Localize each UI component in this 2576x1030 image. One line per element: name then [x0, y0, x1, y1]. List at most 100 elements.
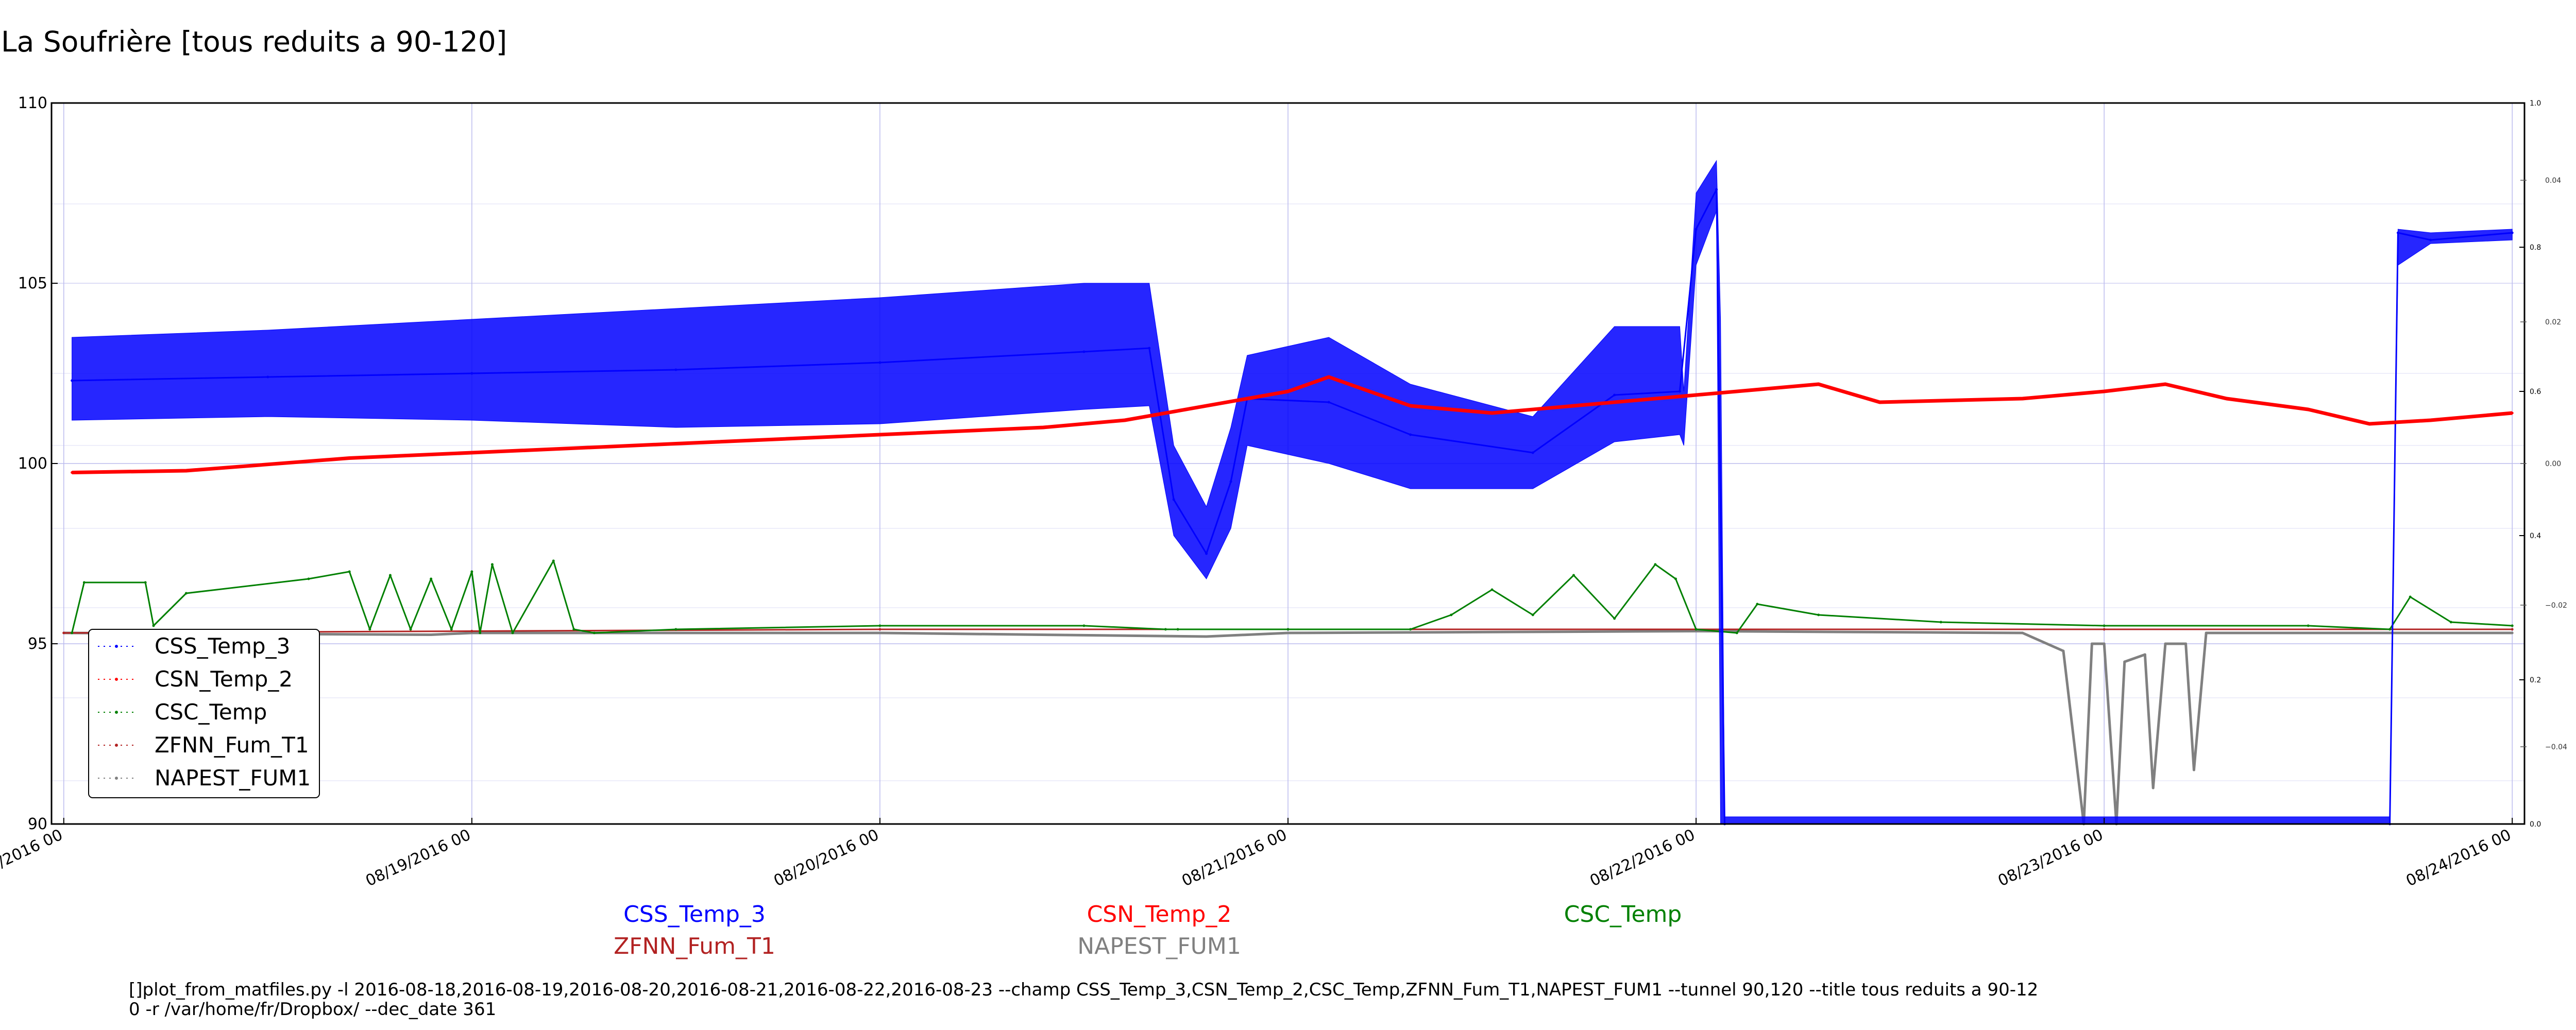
series-csn-temp-2 — [71, 375, 2514, 474]
data-point — [1148, 347, 1151, 350]
data-point — [2429, 238, 2432, 242]
right-tick-label: 1.0 — [2530, 99, 2541, 108]
data-point — [1817, 383, 1820, 386]
data-point — [184, 592, 188, 595]
data-point — [1694, 628, 1698, 631]
data-point — [2368, 422, 2371, 425]
right-axis: 0.0 0.2 0.4 0.6 0.8 1.0 −0.04 −0.02 0.00 0.02 0.04 — [2519, 99, 2567, 829]
data-point — [2103, 390, 2106, 393]
data-point — [2307, 624, 2310, 627]
legend-marker-dot — [115, 645, 118, 648]
data-point — [1572, 574, 1575, 577]
series-napest-fum1 — [62, 630, 2514, 826]
right-tick-label: 0.0 — [2530, 820, 2541, 829]
y-axis: 90 95 100 105 110 — [18, 94, 58, 833]
data-point — [1613, 393, 1616, 397]
data-point — [388, 574, 392, 577]
data-point — [552, 559, 555, 562]
data-point — [1409, 628, 1412, 631]
legend-box — [88, 629, 320, 798]
series-name-csn-temp-2: CSN_Temp_2 — [1087, 901, 1232, 928]
data-point — [1164, 628, 1167, 631]
y-tick-label: 110 — [18, 94, 47, 112]
data-point — [2164, 383, 2167, 386]
legend-marker-dot — [115, 744, 118, 747]
data-point — [1409, 433, 1412, 436]
data-point — [1817, 613, 1820, 616]
data-point — [2184, 642, 2188, 645]
data-point — [592, 631, 596, 634]
legend-item-zfnn-fum-t1: ZFNN_Fum_T1 — [98, 732, 309, 758]
command-line-1: []plot_from_matfiles.py -l 2016-08-18,20… — [129, 980, 2038, 1000]
legend-marker-dot — [115, 777, 118, 780]
data-point — [878, 624, 882, 627]
data-point — [1082, 350, 1086, 353]
data-point — [470, 630, 473, 632]
data-point — [1939, 621, 1942, 624]
data-point — [479, 631, 482, 634]
data-point — [1450, 613, 1453, 616]
data-point — [470, 372, 473, 375]
data-point — [2396, 231, 2399, 234]
legend-item-csc-temp: CSC_Temp — [98, 699, 267, 725]
series-line — [63, 630, 2513, 826]
data-point — [2123, 660, 2126, 663]
data-point — [1654, 563, 1657, 566]
data-point — [2021, 631, 2024, 634]
legend-label: CSS_Temp_3 — [155, 633, 290, 659]
data-point — [2511, 631, 2514, 634]
y-tick-label: 90 — [28, 815, 47, 833]
data-point — [2021, 397, 2024, 400]
command-line-2: 0 -r /var/home/fr/Dropbox/ --dec_date 36… — [129, 999, 496, 1020]
data-point — [152, 624, 155, 627]
data-point — [62, 631, 65, 634]
data-point — [2449, 621, 2452, 624]
legend-marker-dot — [115, 678, 118, 681]
data-point — [1409, 404, 1412, 407]
data-point — [2388, 628, 2392, 631]
y-tick-label: 105 — [18, 274, 47, 293]
x-tick-label: 08/19/2016 00 — [363, 826, 473, 890]
series-css-temp-3 — [71, 160, 2514, 826]
data-point — [1531, 613, 1534, 616]
data-point — [266, 375, 269, 379]
data-point — [1205, 635, 1208, 638]
data-point — [82, 581, 86, 584]
data-point — [1694, 630, 1698, 632]
legend-label: NAPEST_FUM1 — [155, 765, 311, 791]
legend-item-napest-fum1: NAPEST_FUM1 — [98, 765, 311, 791]
data-point — [2103, 642, 2106, 645]
legend-item-css-temp-3: CSS_Temp_3 — [98, 633, 290, 659]
inner-right-tick-label: −0.02 — [2545, 602, 2567, 610]
series-layer — [62, 160, 2514, 826]
data-point — [878, 433, 882, 436]
data-point — [2205, 631, 2208, 634]
inner-right-tick-label: −0.04 — [2545, 743, 2567, 751]
data-point — [348, 570, 351, 573]
data-point — [1735, 631, 1738, 634]
series-line — [71, 560, 2513, 634]
data-point — [878, 361, 882, 364]
data-point — [368, 628, 371, 631]
legend-item-csn-temp-2: CSN_Temp_2 — [98, 666, 293, 692]
data-point — [674, 368, 677, 371]
y-tick-label: 95 — [28, 635, 47, 653]
series-name-zfnn-fum-t1: ZFNN_Fum_T1 — [614, 933, 775, 959]
data-point — [1674, 577, 1677, 580]
data-point — [470, 631, 473, 634]
legend-label: CSN_Temp_2 — [155, 666, 293, 692]
data-point — [1042, 426, 1045, 429]
data-point — [2143, 653, 2146, 656]
data-point — [2090, 642, 2093, 645]
data-point — [1878, 401, 1882, 404]
series-csc-temp — [71, 559, 2514, 634]
inner-right-tick-label: 0.00 — [2545, 460, 2561, 468]
data-point — [1715, 188, 1718, 191]
data-point — [1286, 628, 1290, 631]
x-tick-label: 08/18/2016 00 — [0, 826, 65, 890]
data-point — [878, 631, 882, 634]
data-point — [1176, 628, 1179, 631]
data-point — [470, 451, 473, 454]
data-point — [2103, 628, 2106, 631]
x-tick-label: 08/21/2016 00 — [1179, 826, 1290, 890]
